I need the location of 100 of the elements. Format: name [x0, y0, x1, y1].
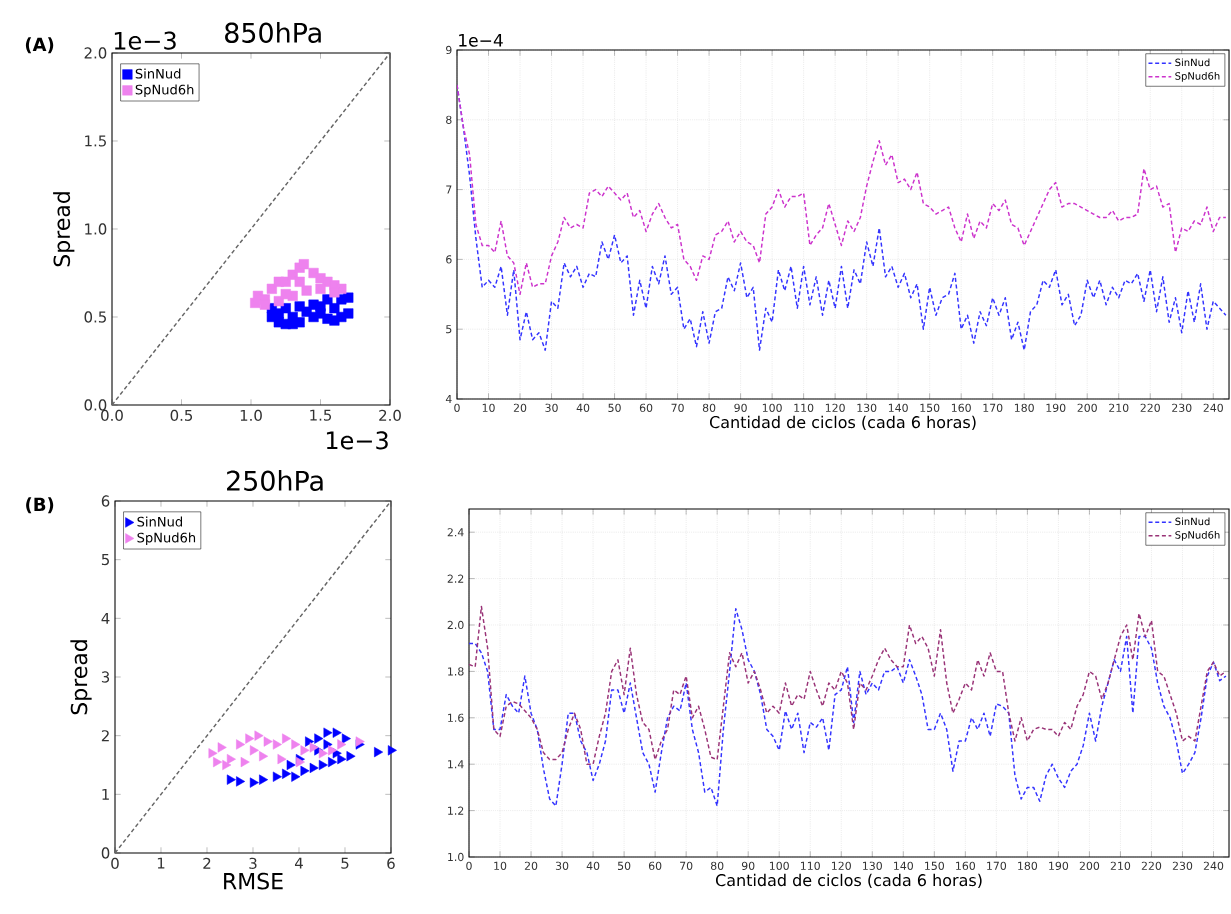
- x-tick-label: 170: [983, 403, 1003, 412]
- x-tick-label: 210: [1109, 403, 1129, 412]
- x-tick-label: 140: [888, 403, 908, 412]
- y-tick-label: 5: [101, 554, 109, 566]
- x-tick-label: 2: [203, 857, 211, 869]
- x-tick-label: 0: [466, 861, 472, 870]
- x-tick-label: 6: [387, 857, 395, 869]
- x-tick-label: 5: [341, 857, 349, 869]
- y-axis-title: Spread: [70, 640, 92, 715]
- legend-label: SinNud: [135, 68, 181, 79]
- x-tick-label: 190: [1049, 861, 1069, 870]
- x-tick-label: 200: [1079, 861, 1100, 870]
- y-tick-label: 8: [446, 115, 452, 124]
- y-tick-label: 1.0: [85, 223, 107, 235]
- x-tick-label: 10: [482, 403, 495, 412]
- y-tick-label: 1: [102, 788, 109, 800]
- x-tick-label: 180: [1018, 861, 1038, 870]
- x-tick-label: 140: [894, 861, 913, 870]
- y-tick-label: 2: [101, 730, 109, 742]
- x-tick-label: 160: [951, 403, 971, 412]
- x-tick-label: 50: [608, 403, 621, 412]
- x-tick-label: 80: [710, 861, 724, 870]
- text: (B): [26, 497, 54, 514]
- chart-title: 250hPa: [227, 470, 323, 491]
- y-tick-label: 2.0: [447, 620, 464, 630]
- y-tick-label: 6: [101, 495, 110, 507]
- x-tick-label: 40: [586, 861, 600, 870]
- legend-label: SpNud6h: [1175, 72, 1220, 82]
- legend-label: SinNud: [137, 516, 182, 527]
- x-tick-label: 150: [920, 403, 940, 412]
- x-tick-label: 240: [1203, 861, 1224, 870]
- y-tick-label: 5: [446, 325, 452, 334]
- chart-title: 850hPa: [225, 22, 321, 43]
- text: 1e−3: [114, 31, 176, 50]
- x-tick-label: 100: [769, 861, 789, 870]
- y-tick-label: 4: [445, 395, 452, 403]
- y-tick-label: 1.2: [448, 806, 464, 815]
- y-tick-label: 1.6: [448, 713, 464, 722]
- y-axis-title: Spread: [53, 192, 75, 267]
- y-tick-label: 4: [101, 612, 110, 624]
- x-tick-label: 2.0: [379, 409, 401, 421]
- x-tick-label: 1.0: [240, 409, 262, 421]
- legend-label: SinNud: [1175, 517, 1210, 526]
- x-tick-label: 80: [702, 403, 716, 412]
- x-tick-label: 170: [987, 861, 1007, 870]
- x-tick-label: 200: [1077, 403, 1097, 412]
- x-tick-label: 30: [555, 861, 569, 870]
- y-tick-label: 7: [446, 185, 452, 194]
- x-tick-label: 50: [617, 861, 631, 870]
- y-tick-label: 6: [446, 255, 452, 264]
- y-tick-label: 3: [101, 671, 110, 683]
- legend-label: SpNud6h: [1175, 531, 1220, 541]
- x-tick-label: 60: [648, 861, 662, 870]
- text: 1e−3: [326, 431, 388, 450]
- x-tick-label: 120: [832, 861, 851, 870]
- x-tick-label: 3: [249, 857, 257, 869]
- y-tick-label: 1.8: [448, 667, 464, 676]
- x-axis-title: RMSE: [224, 872, 283, 890]
- x-tick-label: 150: [925, 861, 945, 870]
- x-tick-label: 1: [157, 857, 165, 869]
- x-axis-title: Cantidad de ciclos (cada 6 horas): [709, 415, 976, 431]
- x-tick-label: 1.5: [310, 409, 332, 421]
- x-tick-label: 100: [762, 403, 782, 412]
- x-tick-label: 130: [857, 403, 877, 412]
- x-tick-label: 180: [1014, 403, 1034, 412]
- x-tick-label: 90: [741, 861, 755, 870]
- x-tick-label: 30: [545, 403, 558, 412]
- x-tick-label: 0.5: [170, 409, 193, 421]
- x-tick-label: 40: [576, 403, 590, 412]
- text: (A): [25, 37, 54, 54]
- y-tick-label: 1.5: [85, 135, 106, 147]
- x-tick-label: 120: [825, 403, 845, 412]
- x-tick-label: 10: [494, 861, 507, 870]
- x-tick-label: 70: [680, 861, 693, 870]
- x-tick-label: 90: [734, 403, 747, 412]
- x-tick-label: 220: [1141, 861, 1162, 870]
- x-axis-title: Cantidad de ciclos (cada 6 horas): [715, 873, 982, 889]
- legend-label: SpNud6h: [137, 532, 196, 546]
- y-tick-label: 1.4: [448, 760, 464, 769]
- x-tick-label: 230: [1172, 403, 1192, 412]
- y-tick-label: 0.5: [84, 311, 106, 323]
- x-tick-label: 230: [1172, 861, 1193, 870]
- legend-label: SinNud: [1175, 58, 1210, 67]
- x-tick-label: 130: [863, 861, 882, 870]
- text: 1e−4: [459, 34, 503, 47]
- legend-label: SpNud6h: [135, 84, 194, 98]
- x-tick-label: 20: [513, 403, 527, 412]
- x-tick-label: 60: [639, 403, 653, 412]
- y-tick-label: 2.4: [447, 528, 464, 537]
- y-tick-label: 2.2: [447, 574, 464, 583]
- x-tick-label: 0: [111, 857, 119, 869]
- x-tick-label: 20: [524, 861, 538, 870]
- x-tick-label: 4: [294, 857, 303, 869]
- y-tick-label: 0: [101, 847, 110, 859]
- x-tick-label: 70: [671, 403, 684, 412]
- x-tick-label: 190: [1046, 403, 1066, 412]
- x-tick-label: 210: [1110, 861, 1131, 870]
- y-tick-label: 2.0: [84, 47, 107, 59]
- x-tick-label: 110: [800, 861, 820, 870]
- x-tick-label: 240: [1203, 403, 1223, 412]
